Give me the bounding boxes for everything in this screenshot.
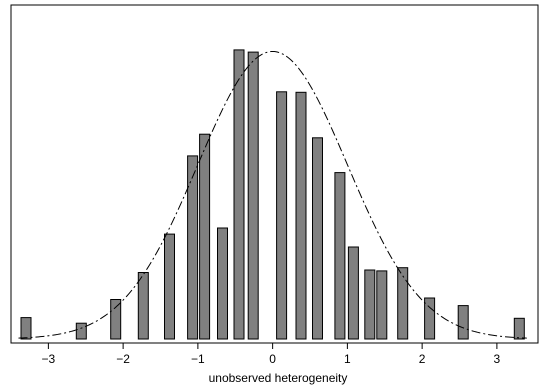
x-tick-label: 0: [269, 352, 276, 366]
bar: [20, 317, 32, 340]
x-axis-title: unobserved heterogeneity: [209, 371, 348, 385]
bar: [347, 246, 359, 340]
bar: [424, 297, 436, 340]
x-tick-label: −1: [191, 352, 205, 366]
bar: [247, 51, 259, 340]
bar: [376, 270, 388, 340]
bars-group: [20, 49, 525, 340]
bar: [295, 91, 307, 340]
bar: [397, 267, 409, 340]
bar: [75, 322, 87, 340]
bar: [137, 272, 149, 340]
x-tick-label: −2: [116, 352, 130, 366]
bar: [513, 317, 525, 340]
bar: [110, 299, 122, 340]
x-tick-label: 1: [344, 352, 351, 366]
plot-frame: [10, 4, 539, 344]
bar: [233, 49, 245, 340]
x-tick-label: −3: [42, 352, 56, 366]
bar: [276, 91, 288, 340]
bar: [312, 137, 323, 340]
bar: [364, 269, 376, 340]
bar: [217, 227, 228, 340]
x-axis: −3 −2 −1 0 1 2 3: [42, 343, 501, 366]
bar: [457, 305, 469, 340]
x-tick-label: 2: [419, 352, 426, 366]
bar: [164, 233, 175, 340]
x-tick-label: 3: [494, 352, 501, 366]
bar: [187, 155, 199, 340]
bar: [334, 172, 346, 340]
density-curve: [18, 50, 527, 339]
bar: [199, 133, 211, 340]
